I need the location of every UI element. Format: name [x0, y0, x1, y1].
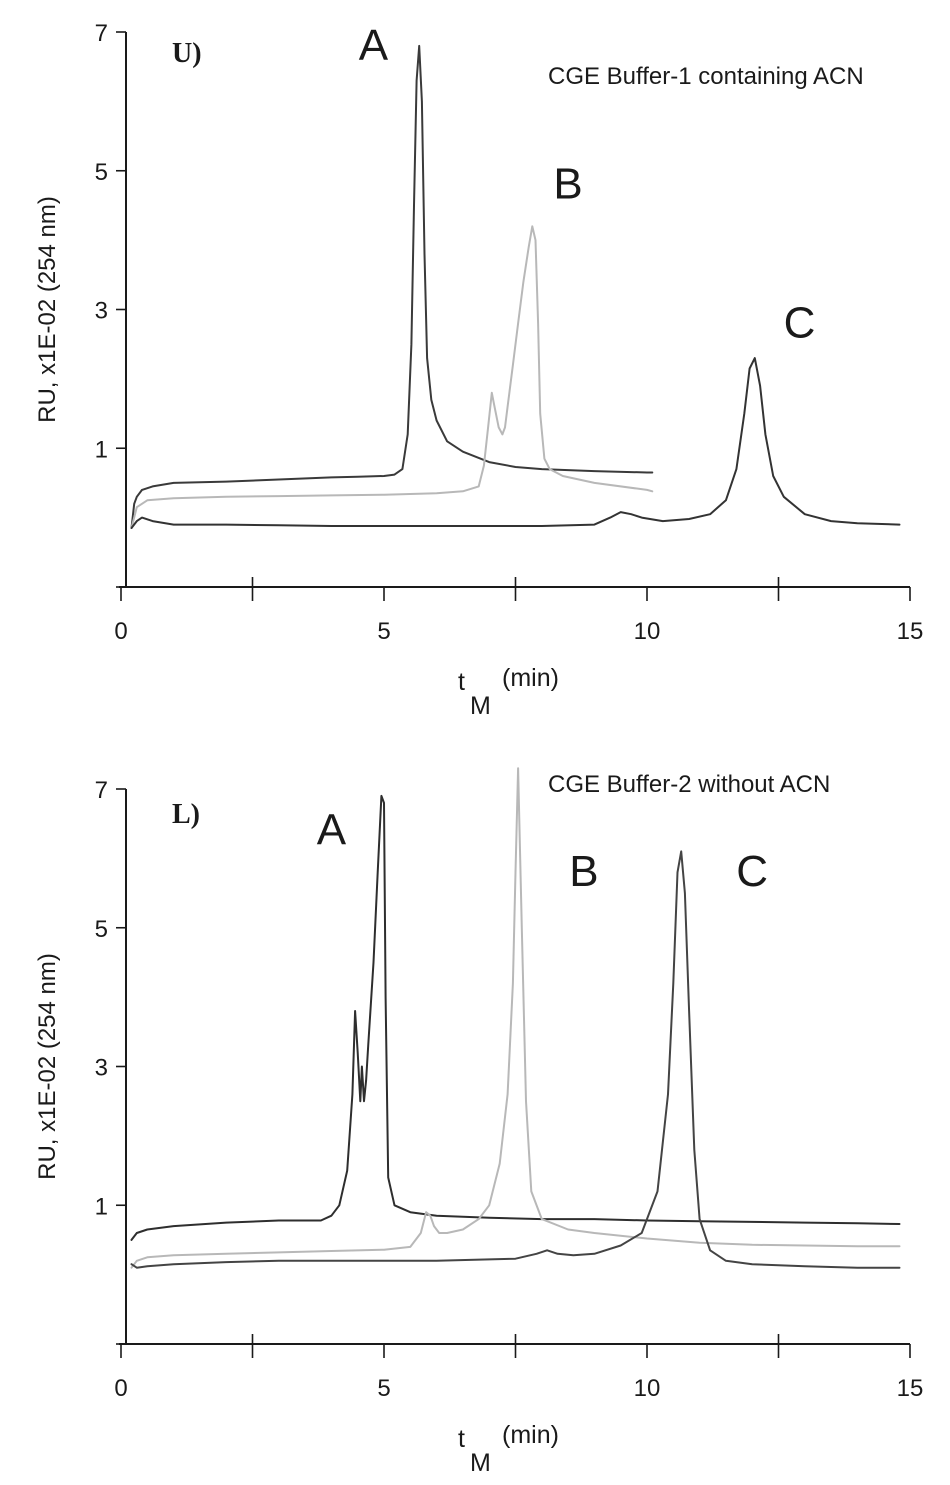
lower-panel-L: 1 3 5 7 0 5 10 15 RU, x1E-02 (254 nm) tM (min) L) CG…: [34, 767, 924, 1477]
y-tick-label: 7: [95, 20, 108, 47]
peak-label-A: A: [317, 806, 347, 855]
peak-label-C: C: [784, 298, 816, 347]
x-tick-label: 15: [897, 618, 924, 645]
x-axis-label: t: [458, 1425, 465, 1453]
x-axis-label-subscript: M: [470, 1449, 491, 1477]
y-tick-label: 3: [95, 1055, 108, 1082]
panel-label: L): [172, 799, 200, 830]
buffer-annotation: CGE Buffer-2 without ACN: [548, 771, 830, 798]
x-tick-label: 15: [897, 1375, 924, 1402]
series-trace-1: [130, 794, 901, 1241]
x-tick-label: 5: [377, 1375, 390, 1402]
x-tick-label: 0: [114, 1375, 127, 1402]
x-axis-label-subscript: M: [470, 692, 491, 720]
series-trace-1: [130, 44, 654, 529]
x-tick-label: 5: [377, 618, 390, 645]
peak-label-A: A: [359, 21, 389, 70]
y-tick-label: 5: [95, 916, 108, 943]
y-tick-label: 1: [95, 1193, 108, 1220]
x-tick-label: 10: [634, 618, 661, 645]
panel-label: U): [172, 38, 202, 69]
x-tick-label: 10: [634, 1375, 661, 1402]
series-trace-2: [130, 225, 654, 529]
peak-label-C: C: [736, 847, 768, 896]
x-axis-label: t: [458, 668, 465, 696]
buffer-annotation: CGE Buffer-1 containing ACN: [548, 63, 864, 90]
x-axis-label-unit: (min): [502, 1421, 559, 1449]
x-axis-label-unit: (min): [502, 664, 559, 692]
y-axis-label: RU, x1E-02 (254 nm): [34, 953, 61, 1180]
y-tick-label: 7: [95, 777, 108, 804]
peak-label-B: B: [569, 847, 598, 896]
y-tick-label: 5: [95, 159, 108, 186]
y-axis-label: RU, x1E-02 (254 nm): [34, 196, 61, 423]
series-trace-2: [130, 767, 901, 1269]
x-tick-label: 0: [114, 618, 127, 645]
peak-label-B: B: [553, 160, 582, 209]
upper-panel-U: 1 3 5 7 0 5 10 15 RU, x1E-02 (254 nm) tM (min) U) CG…: [34, 20, 923, 720]
series-trace-3: [130, 850, 901, 1269]
y-tick-label: 1: [95, 436, 108, 463]
y-tick-label: 3: [95, 298, 108, 325]
series-trace-3: [130, 357, 901, 529]
